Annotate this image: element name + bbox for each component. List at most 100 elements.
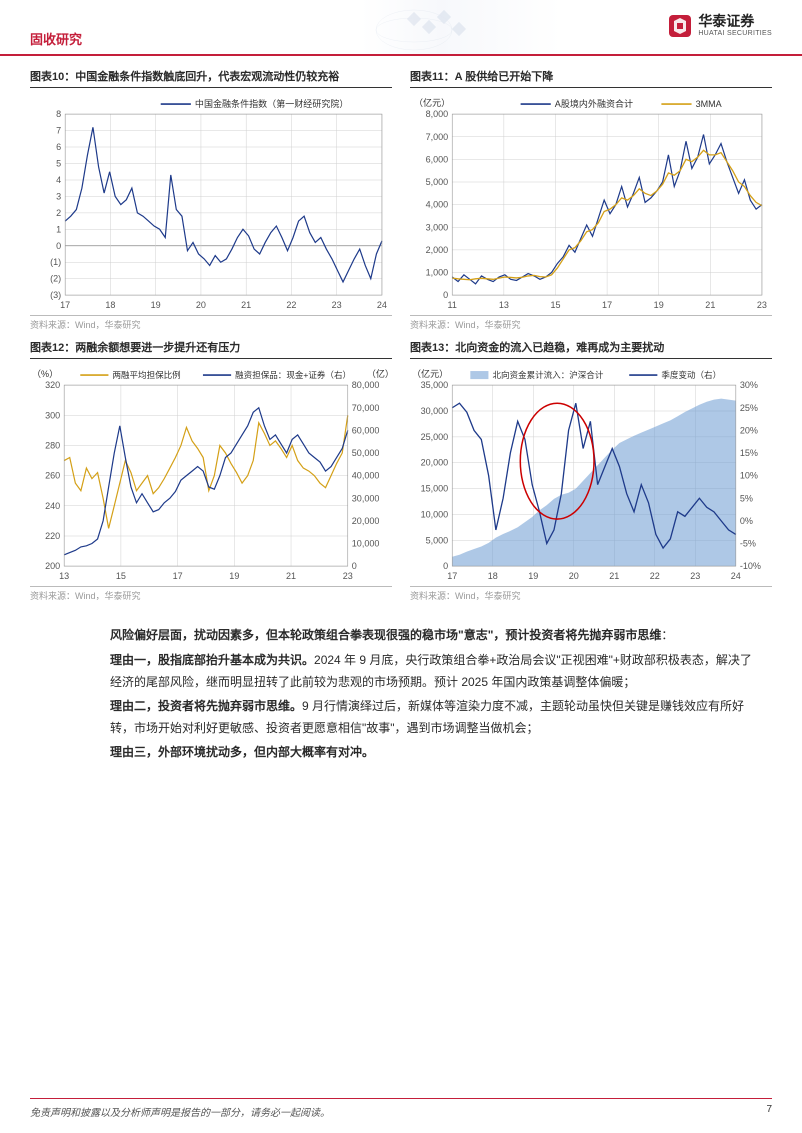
svg-text:（亿元）: （亿元） [414, 97, 450, 108]
svg-text:23: 23 [332, 300, 342, 310]
svg-text:20,000: 20,000 [421, 458, 449, 468]
svg-text:4: 4 [56, 175, 61, 185]
svg-text:两融平均担保比例: 两融平均担保比例 [112, 369, 180, 380]
chart-11-svg: （亿元）A股境内外融资合计3MMA01,0002,0003,0004,0005,… [410, 92, 772, 313]
svg-text:北向资金累计流入：沪深合计: 北向资金累计流入：沪深合计 [492, 369, 603, 380]
chart-13-svg: （亿元）北向资金累计流入：沪深合计季度变动（右）05,00010,00015,0… [410, 363, 772, 584]
chart-13-source: 资料来源：Wind，华泰研究 [410, 586, 772, 602]
svg-text:A股境内外融资合计: A股境内外融资合计 [555, 98, 633, 109]
chart-12-source: 资料来源：Wind，华泰研究 [30, 586, 392, 602]
chart-12-svg: （%）（亿）两融平均担保比例融资担保品：现金+证券（右）200220240260… [30, 363, 392, 584]
svg-text:19: 19 [151, 300, 161, 310]
svg-text:50,000: 50,000 [352, 448, 380, 458]
svg-text:0: 0 [352, 561, 357, 571]
svg-text:6,000: 6,000 [426, 154, 449, 164]
svg-text:6: 6 [56, 142, 61, 152]
svg-text:17: 17 [602, 300, 612, 310]
header-decoration [369, 4, 509, 52]
svg-text:15: 15 [550, 300, 560, 310]
brand-logo: 华泰证券 HUATAI SECURITIES [666, 12, 772, 40]
svg-text:80,000: 80,000 [352, 380, 380, 390]
svg-text:20,000: 20,000 [352, 516, 380, 526]
chart-10-source: 资料来源：Wind，华泰研究 [30, 315, 392, 331]
svg-text:320: 320 [45, 380, 60, 390]
svg-text:13: 13 [59, 571, 69, 581]
svg-text:220: 220 [45, 531, 60, 541]
svg-text:19: 19 [654, 300, 664, 310]
svg-text:17: 17 [447, 571, 457, 581]
logo-icon [666, 12, 694, 40]
svg-text:11: 11 [448, 300, 457, 310]
svg-text:17: 17 [60, 300, 70, 310]
svg-text:17: 17 [173, 571, 183, 581]
body-text: 风险偏好层面，扰动因素多，但本轮政策组合拳表现很强的稳市场"意志"，预计投资者将… [30, 624, 772, 763]
chart-11-title: 图表11：A 股供给已开始下降 [410, 68, 772, 88]
svg-text:30,000: 30,000 [421, 406, 449, 416]
svg-text:35,000: 35,000 [421, 380, 449, 390]
svg-text:3,000: 3,000 [426, 222, 449, 232]
svg-text:（亿）: （亿） [367, 368, 392, 379]
svg-text:8,000: 8,000 [426, 109, 449, 119]
svg-text:7: 7 [56, 126, 61, 136]
p1-tail: ： [661, 628, 673, 642]
svg-text:30,000: 30,000 [352, 493, 380, 503]
svg-text:中国金融条件指数（第一财经研究院）: 中国金融条件指数（第一财经研究院） [195, 98, 349, 109]
svg-text:5%: 5% [740, 493, 753, 503]
svg-text:(1): (1) [50, 257, 61, 267]
svg-text:3: 3 [56, 191, 61, 201]
svg-text:18: 18 [105, 300, 115, 310]
svg-text:30%: 30% [740, 380, 758, 390]
svg-text:15%: 15% [740, 448, 758, 458]
svg-text:260: 260 [45, 471, 60, 481]
svg-text:0: 0 [443, 561, 448, 571]
svg-text:4,000: 4,000 [426, 200, 449, 210]
chart-11: 图表11：A 股供给已开始下降 （亿元）A股境内外融资合计3MMA01,0002… [410, 68, 772, 331]
svg-text:10,000: 10,000 [421, 510, 449, 520]
logo-text-cn: 华泰证券 [698, 14, 772, 29]
svg-text:25,000: 25,000 [421, 432, 449, 442]
chart-10-title: 图表10：中国金融条件指数触底回升，代表宏观流动性仍较充裕 [30, 68, 392, 88]
svg-text:-5%: -5% [740, 539, 756, 549]
svg-text:8: 8 [56, 109, 61, 119]
svg-text:2: 2 [56, 208, 61, 218]
svg-text:23: 23 [757, 300, 767, 310]
svg-text:0: 0 [443, 290, 448, 300]
footer-disclaimer: 免责声明和披露以及分析师声明是报告的一部分，请务必一起阅读。 [30, 1104, 330, 1119]
svg-text:280: 280 [45, 441, 60, 451]
svg-text:20: 20 [196, 300, 206, 310]
svg-text:3MMA: 3MMA [696, 99, 722, 109]
svg-text:24: 24 [377, 300, 387, 310]
chart-10: 图表10：中国金融条件指数触底回升，代表宏观流动性仍较充裕 中国金融条件指数（第… [30, 68, 392, 331]
svg-text:40,000: 40,000 [352, 471, 380, 481]
svg-text:23: 23 [690, 571, 700, 581]
p4-bold: 理由三，外部环境扰动多，但内部大概率有对冲。 [110, 745, 374, 759]
svg-text:7,000: 7,000 [426, 132, 449, 142]
svg-text:0: 0 [56, 241, 61, 251]
p3-bold: 理由二，投资者将先抛弃弱市思维。 [110, 699, 302, 713]
svg-text:10%: 10% [740, 471, 758, 481]
p2-bold: 理由一，股指底部抬升基本成为共识。 [110, 653, 314, 667]
chart-10-svg: 中国金融条件指数（第一财经研究院）(3)(2)(1)01234567817181… [30, 92, 392, 313]
page-header: 固收研究 华泰证券 HUATAI SECURITIES [0, 0, 802, 56]
svg-text:15,000: 15,000 [421, 484, 449, 494]
svg-text:23: 23 [343, 571, 353, 581]
svg-text:22: 22 [650, 571, 660, 581]
svg-text:70,000: 70,000 [352, 403, 380, 413]
svg-text:21: 21 [705, 300, 715, 310]
svg-text:13: 13 [499, 300, 509, 310]
chart-13-title: 图表13：北向资金的流入已趋稳，难再成为主要扰动 [410, 339, 772, 359]
svg-text:60,000: 60,000 [352, 426, 380, 436]
page-footer: 免责声明和披露以及分析师声明是报告的一部分，请务必一起阅读。 7 [30, 1098, 772, 1119]
svg-text:5,000: 5,000 [426, 177, 449, 187]
svg-text:20%: 20% [740, 426, 758, 436]
chart-13: 图表13：北向资金的流入已趋稳，难再成为主要扰动 （亿元）北向资金累计流入：沪深… [410, 339, 772, 602]
svg-text:季度变动（右）: 季度变动（右） [661, 369, 721, 380]
svg-text:19: 19 [229, 571, 239, 581]
section-title: 固收研究 [30, 29, 82, 48]
svg-text:(3): (3) [50, 290, 61, 300]
svg-text:21: 21 [241, 300, 251, 310]
svg-text:0%: 0% [740, 516, 753, 526]
svg-text:21: 21 [286, 571, 296, 581]
svg-text:240: 240 [45, 501, 60, 511]
svg-text:21: 21 [609, 571, 619, 581]
